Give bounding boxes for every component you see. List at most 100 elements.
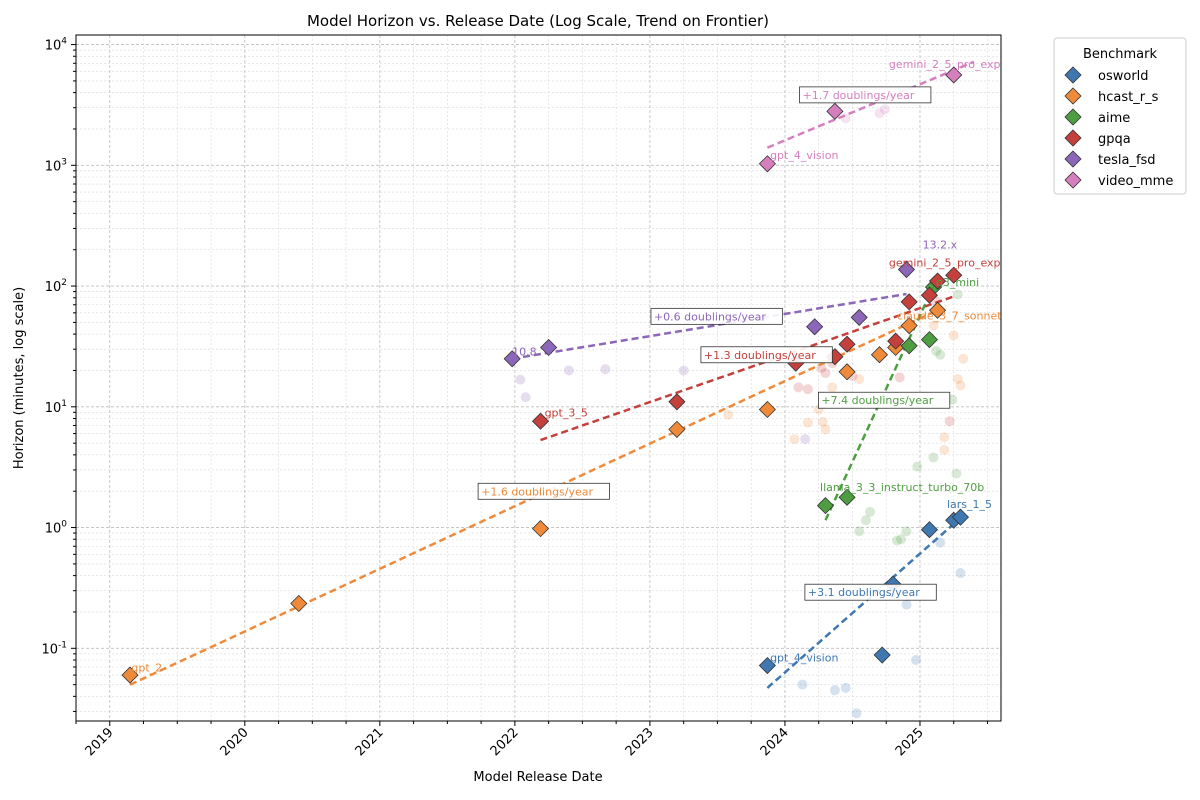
- non-frontier-point: [958, 353, 969, 364]
- trend-line: [766, 517, 962, 689]
- frontier-point: [900, 317, 918, 335]
- non-frontier-point: [840, 682, 851, 693]
- frontier-point: [806, 318, 824, 336]
- model-label: gpt_2: [131, 662, 162, 675]
- y-tick-label: 101: [45, 399, 67, 416]
- plot-area-frame: [75, 34, 1002, 722]
- frontier-aime: [816, 278, 943, 515]
- non-frontier-point: [820, 424, 831, 435]
- non-frontier-point: [931, 345, 942, 356]
- legend-marker: [1064, 171, 1082, 189]
- chart-title: Model Horizon vs. Release Date (Log Scal…: [307, 12, 769, 30]
- frontier-point: [870, 346, 889, 364]
- non-frontier-point: [793, 382, 804, 393]
- non-frontier-point: [817, 416, 828, 427]
- legend-frame: [1053, 37, 1187, 195]
- frontier-point: [951, 508, 970, 526]
- non-frontier-point: [874, 108, 885, 119]
- x-tick-label: 2023: [623, 725, 657, 759]
- trend-label-box: [799, 86, 932, 104]
- trend-label: +0.6 doublings/year: [654, 310, 766, 323]
- frontier-point: [900, 337, 918, 355]
- trend-label: +1.6 doublings/year: [481, 485, 593, 498]
- non-frontier-point: [879, 104, 890, 115]
- trend-gpqa: [540, 295, 955, 442]
- frontier-video_mme: [758, 66, 963, 173]
- frontier-point: [945, 66, 963, 84]
- frontier-point: [540, 338, 558, 357]
- non-frontier-point: [928, 452, 939, 463]
- legend-label: osworld: [1098, 69, 1149, 84]
- non-frontier-point: [829, 685, 840, 696]
- legend-marker: [1064, 66, 1082, 84]
- y-tick-label: 10-1: [41, 640, 67, 657]
- frontier-point: [758, 656, 776, 675]
- non-frontier-point: [939, 444, 950, 455]
- y-tick-label: 103: [45, 157, 67, 174]
- non-frontier-point: [894, 372, 905, 383]
- frontier-point: [531, 520, 550, 538]
- non-frontier-point: [951, 468, 962, 479]
- series-hcast_r_s: [723, 320, 969, 455]
- axis-layer: 10-1 100 101 102 103 104 2019 2020 2021 2022 2023 2…: [41, 37, 988, 759]
- non-frontier-point: [901, 526, 912, 537]
- x-tick-label: 2020: [218, 725, 252, 759]
- non-frontier-point: [789, 434, 800, 445]
- model-label: gpt_3_5: [545, 407, 588, 420]
- non-frontier-point: [678, 365, 689, 376]
- non-frontier-point: [563, 365, 574, 376]
- non-frontier-point: [854, 373, 865, 384]
- trend-label: +1.7 doublings/year: [802, 89, 914, 102]
- non-frontier-point: [802, 384, 813, 395]
- frontier-point: [887, 332, 905, 350]
- labels-video_mme: gpt_4_vision gemini_2_5_pro_exp +1.7 doubl…: [770, 58, 1000, 162]
- frontier-point: [838, 335, 856, 353]
- non-frontier-point: [827, 382, 838, 393]
- x-axis-label: Model Release Date: [473, 770, 602, 785]
- trend-osworld: [766, 517, 962, 689]
- x-tick-label: 2024: [758, 725, 792, 759]
- frontier-point: [897, 260, 916, 279]
- legend-marker: [1064, 129, 1082, 147]
- frontier-point: [928, 301, 947, 319]
- y-axis-label: Horizon (minutes, log scale): [12, 287, 27, 469]
- non-frontier-point: [939, 432, 950, 443]
- frontier-osworld: [758, 508, 970, 675]
- frontier-point: [838, 488, 856, 506]
- non-frontier-point: [952, 289, 963, 300]
- legend-label: video_mme: [1098, 174, 1173, 189]
- frontier-point: [900, 293, 918, 311]
- x-tick-label: 2022: [488, 725, 522, 759]
- frontier-point: [920, 331, 938, 349]
- trend-line: [511, 292, 907, 361]
- frontier-point: [531, 412, 550, 430]
- labels-hcast_r_s: gpt_2 claude_3_7_sonnet +1.6 doublings/yea…: [131, 309, 1002, 674]
- frontier-point: [826, 102, 844, 120]
- frontier-tesla_fsd: [503, 260, 916, 368]
- y-tick-label: 100: [45, 520, 68, 537]
- series-tesla_fsd: [515, 364, 811, 445]
- non-frontier-point: [944, 416, 955, 427]
- non-frontier-point: [935, 349, 946, 360]
- frontier-hcast_r_s: [121, 301, 947, 684]
- model-label: lars_1_5: [947, 498, 992, 511]
- model-label: gpt_4_vision: [770, 149, 838, 162]
- non-frontier-point: [851, 708, 862, 719]
- frontier-point: [873, 646, 891, 664]
- frontier-point: [758, 400, 776, 419]
- labels-tesla_fsd: 10.8 13.2.x +0.6 doublings/year: [512, 238, 957, 358]
- non-frontier-point: [860, 515, 871, 526]
- non-frontier-point: [802, 417, 813, 428]
- legend-label: aime: [1098, 111, 1130, 126]
- frontier-point: [838, 363, 856, 381]
- y-tick-label: 104: [45, 37, 68, 54]
- legend-marker: [1064, 87, 1082, 105]
- labels-osworld: gpt_4_vision lars_1_5 +3.1 doublings/year: [770, 498, 992, 664]
- non-frontier-point: [797, 679, 808, 690]
- labels-aime: llama_3_3_instruct_turbo_70b o3_mini +7.4 …: [818, 276, 984, 494]
- legend-label: gpqa: [1098, 132, 1131, 147]
